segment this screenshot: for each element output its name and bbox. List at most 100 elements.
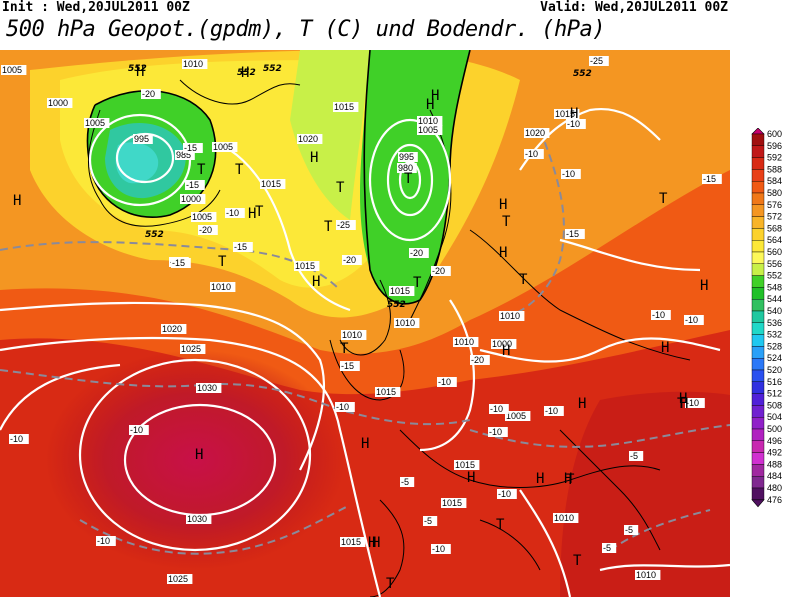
high-pressure-symbol: H: [426, 97, 434, 113]
pressure-label: 1010: [553, 513, 579, 523]
high-pressure-symbol: H: [499, 245, 507, 261]
legend-level-label: 552: [767, 271, 782, 281]
temperature-label: -10: [488, 427, 508, 437]
svg-text:1005: 1005: [506, 411, 526, 421]
svg-text:1015: 1015: [376, 387, 396, 397]
high-pressure-symbol: H: [536, 471, 544, 487]
svg-text:-10: -10: [685, 315, 698, 325]
svg-text:1005: 1005: [85, 118, 105, 128]
trough-west-cyan: [115, 142, 159, 184]
svg-text:1010: 1010: [418, 116, 438, 126]
svg-text:-20: -20: [432, 266, 445, 276]
temperature-label: -10: [561, 169, 581, 179]
low-pressure-symbol: T: [235, 162, 244, 178]
pressure-label: 1005: [1, 65, 27, 75]
geopotential-label: 552: [237, 68, 256, 78]
legend-level-label: 528: [767, 341, 782, 351]
high-pressure-symbol: H: [564, 471, 572, 487]
legend-swatch: [751, 322, 765, 335]
svg-text:-5: -5: [630, 451, 638, 461]
temperature-label: -10: [431, 544, 451, 554]
temperature-label: -10: [497, 489, 517, 499]
pressure-label: 1015: [294, 261, 320, 271]
temperature-label: -15: [171, 258, 191, 268]
high-core: [45, 350, 345, 570]
legend-swatch: [751, 145, 765, 158]
temperature-label: -15: [565, 229, 585, 239]
svg-text:1015: 1015: [341, 537, 361, 547]
svg-text:1010: 1010: [500, 311, 520, 321]
geopotential-label: 552: [145, 230, 164, 240]
svg-text:1010: 1010: [183, 59, 203, 69]
high-pressure-symbol: H: [310, 150, 318, 166]
svg-text:-15: -15: [234, 242, 247, 252]
geopotential-labels: 552 552 552 552 552 552: [128, 64, 592, 310]
low-pressure-symbol: T: [324, 219, 333, 235]
svg-text:-15: -15: [341, 361, 354, 371]
low-pressure-symbol: T: [566, 472, 575, 488]
temperature-label: -20: [470, 355, 490, 365]
pressure-label: 1010: [635, 570, 661, 580]
pressure-label: 1015: [375, 387, 401, 397]
svg-text:-10: -10: [686, 398, 699, 408]
legend-swatch: [751, 216, 765, 229]
pressure-label: 985: [175, 150, 195, 160]
temperature-label: -10: [651, 310, 671, 320]
legend-level-label: 480: [767, 483, 782, 493]
legend-swatch: [751, 440, 765, 453]
init-time: Init : Wed,20JUL2011 00Z: [2, 0, 190, 15]
svg-text:-5: -5: [424, 516, 432, 526]
temperature-label: -10: [9, 434, 29, 444]
legend-swatch: [751, 204, 765, 217]
low-pressure-symbol: T: [255, 204, 264, 220]
svg-text:1010: 1010: [211, 282, 231, 292]
legend-swatch: [751, 251, 765, 265]
svg-text:995: 995: [399, 152, 414, 162]
valid-time: Valid: Wed,20JUL2011 00Z: [540, 0, 728, 15]
legend-level-label: 496: [767, 436, 782, 446]
legend-swatch: [751, 169, 765, 182]
high-pressure-symbol: H: [372, 535, 380, 551]
pressure-label: 1000: [491, 339, 517, 349]
temperature-label: -15: [340, 361, 360, 371]
temperature-label: -5: [602, 543, 617, 553]
legend-level-label: 540: [767, 306, 782, 316]
high-pressure-symbol: H: [661, 340, 669, 356]
legend-level-label: 576: [767, 200, 782, 210]
svg-text:-10: -10: [562, 169, 575, 179]
high-pressure-symbol: H: [248, 206, 256, 222]
pressure-label: 1010: [210, 282, 236, 292]
legend-swatch: [751, 381, 765, 394]
legend-swatch: [751, 357, 765, 371]
pressure-label: 1010: [417, 116, 443, 126]
legend-swatch: [751, 346, 765, 359]
legend-arrow-bottom: [751, 499, 765, 508]
pressure-label: 1015: [441, 498, 467, 508]
legend-swatch: [751, 487, 765, 501]
legend-level-label: 600: [767, 129, 782, 139]
temperature-label: -10: [566, 119, 586, 129]
high-pressure-symbol: H: [502, 343, 510, 359]
high-pressure-symbol: H: [679, 391, 687, 407]
svg-text:995: 995: [134, 134, 149, 144]
high-pressure-symbol: H: [680, 396, 688, 412]
high-pressure-symbol: H: [431, 88, 439, 104]
legend-level-label: 556: [767, 259, 782, 269]
low-pressure-symbol: T: [496, 517, 505, 533]
svg-text:-15: -15: [566, 229, 579, 239]
pressure-label: 1015: [340, 537, 366, 547]
legend-swatch: [751, 369, 765, 383]
legend-level-label: 588: [767, 164, 782, 174]
svg-text:-10: -10: [438, 377, 451, 387]
pressure-label: 995: [133, 134, 153, 144]
legend-level-label: 580: [767, 188, 782, 198]
map-title: 500 hPa Geopot.(gpdm), T (C) und Bodendr…: [6, 17, 606, 42]
svg-text:1020: 1020: [525, 128, 545, 138]
temperature-label: -10: [685, 398, 705, 408]
svg-text:-15: -15: [172, 258, 185, 268]
high-pressure-symbol: H: [700, 278, 708, 294]
svg-text:1010: 1010: [342, 330, 362, 340]
svg-text:1000: 1000: [48, 98, 68, 108]
legend-swatch: [751, 428, 765, 442]
